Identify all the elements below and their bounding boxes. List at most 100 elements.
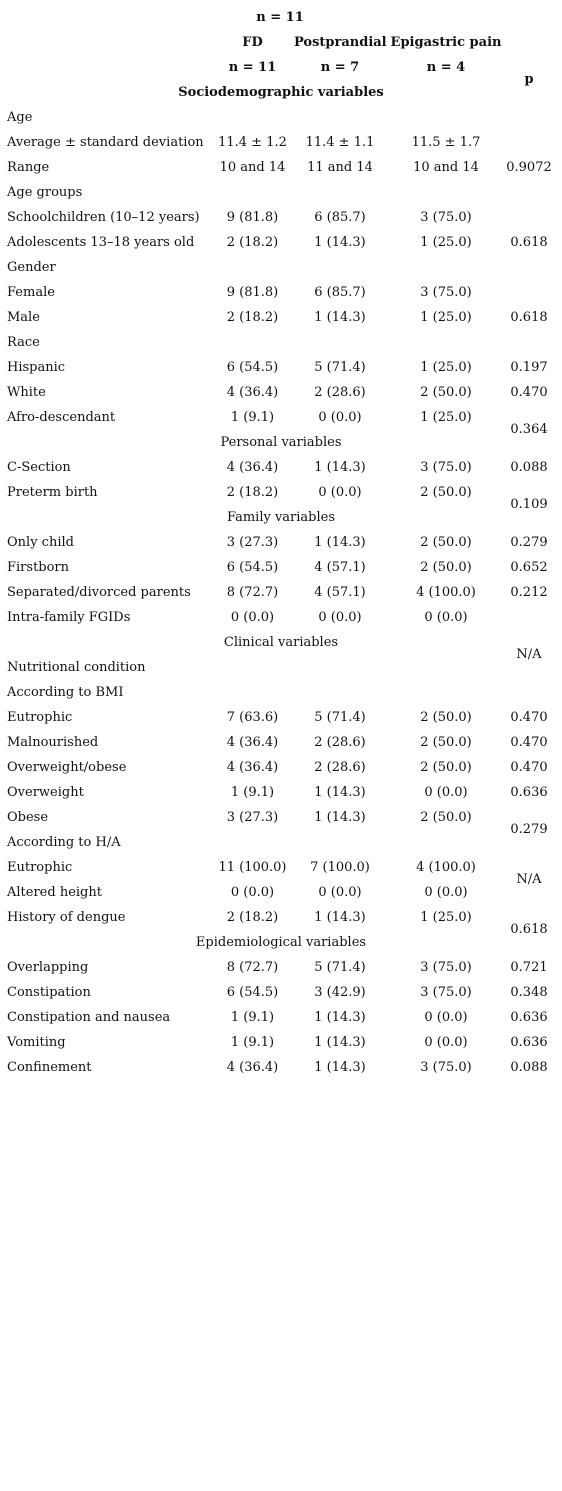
- postprandial-value: 3 (42.9): [314, 985, 366, 1000]
- epigastric-value: [390, 680, 502, 705]
- merged-p-value: 0.109: [510, 497, 548, 512]
- table-row: Malnourished 4 (36.4) 2 (28.6) 2 (50.0) 0.47…: [0, 730, 562, 755]
- table-row: Hispanic 6 (54.5) 5 (71.4) 1 (25.0) 0.197: [0, 355, 562, 380]
- postprandial-value: 1 (14.3): [314, 460, 366, 475]
- epigastric-value: 3 (75.0): [420, 210, 472, 225]
- fd-value: 1 (9.1): [230, 410, 275, 425]
- table-row: Confinement 4 (36.4) 1 (14.3) 3 (75.0) 0.088: [0, 1055, 562, 1080]
- table-row: Eutrophic 7 (63.6) 5 (71.4) 2 (50.0) 0.470: [0, 705, 562, 730]
- postprandial-value: [294, 255, 386, 280]
- p-value: [500, 330, 558, 355]
- epigastric-value: [390, 180, 502, 205]
- epigastric-value: 0 (0.0): [424, 1035, 468, 1050]
- table-row: Age groups: [0, 180, 562, 205]
- row-label: Confinement: [7, 1060, 92, 1075]
- fd-value: 2 (18.2): [226, 910, 279, 925]
- postprandial-value: 4 (57.1): [314, 560, 366, 575]
- header-n-row: n = 11 n = 7 n = 4: [0, 55, 562, 80]
- section-row: Clinical variables: [0, 630, 562, 655]
- postprandial-value: 6 (85.7): [314, 210, 366, 225]
- p-value: [500, 130, 558, 155]
- epigastric-value: 1 (25.0): [420, 410, 472, 425]
- table-row: Eutrophic 11 (100.0) 7 (100.0) 4 (100.0): [0, 855, 562, 880]
- row-label: Race: [7, 335, 40, 350]
- table-row: Gender: [0, 255, 562, 280]
- section-title: Epidemiological variables: [195, 935, 367, 950]
- fd-value: 6 (54.5): [226, 985, 279, 1000]
- postprandial-value: 0 (0.0): [318, 485, 362, 500]
- epigastric-value: 1 (25.0): [420, 360, 472, 375]
- postprandial-value: 2 (28.6): [314, 760, 366, 775]
- row-label: Nutritional condition: [7, 660, 146, 675]
- row-label: Gender: [7, 260, 56, 275]
- table-row: Age: [0, 105, 562, 130]
- p-value: 0.618: [510, 235, 548, 250]
- header-groups-row: FD Postprandial Epigastric pain: [0, 30, 562, 55]
- row-label: Overweight/obese: [7, 760, 127, 775]
- table-row: History of dengue 2 (18.2) 1 (14.3) 1 (25.0…: [0, 905, 562, 930]
- row-label: Age: [7, 110, 33, 125]
- p-value: 0.088: [510, 460, 548, 475]
- epigastric-value: 2 (50.0): [420, 535, 472, 550]
- fd-value: [205, 655, 300, 680]
- header-postprandial: Postprandial: [294, 35, 387, 50]
- table-row: Nutritional condition: [0, 655, 562, 680]
- row-label: Afro-descendant: [7, 410, 116, 425]
- row-label: Constipation and nausea: [7, 1010, 171, 1025]
- row-label: Only child: [7, 535, 74, 550]
- postprandial-value: [294, 655, 386, 680]
- table-row: Altered height 0 (0.0) 0 (0.0) 0 (0.0): [0, 880, 562, 905]
- postprandial-value: 2 (28.6): [314, 735, 366, 750]
- header-n-fd: n = 11: [228, 60, 277, 75]
- fd-value: 4 (36.4): [226, 735, 279, 750]
- postprandial-value: 0 (0.0): [318, 410, 362, 425]
- postprandial-value: 6 (85.7): [314, 285, 366, 300]
- fd-value: [205, 330, 300, 355]
- fd-value: [205, 180, 300, 205]
- epigastric-value: [390, 830, 502, 855]
- merged-p-value: 0.279: [510, 822, 548, 837]
- postprandial-value: 5 (71.4): [314, 960, 366, 975]
- fd-value: 3 (27.3): [226, 810, 279, 825]
- row-label: Separated/divorced parents: [7, 585, 191, 600]
- section-row: Personal variables: [0, 430, 562, 455]
- postprandial-value: 5 (71.4): [314, 710, 366, 725]
- p-value: 0.652: [510, 560, 548, 575]
- fd-value: [205, 105, 300, 130]
- epigastric-value: 3 (75.0): [420, 460, 472, 475]
- fd-value: 4 (36.4): [226, 460, 279, 475]
- p-value: [500, 680, 558, 705]
- section-row: Epidemiological variables: [0, 930, 562, 955]
- fd-value: 4 (36.4): [226, 1060, 279, 1075]
- table-row: Only child 3 (27.3) 1 (14.3) 2 (50.0) 0.279: [0, 530, 562, 555]
- epigastric-value: 11.5 ± 1.7: [411, 135, 481, 150]
- merged-p-value: N/A: [516, 872, 542, 887]
- epigastric-value: 2 (50.0): [420, 735, 472, 750]
- postprandial-value: 0 (0.0): [318, 610, 362, 625]
- p-value: 0.088: [510, 1060, 548, 1075]
- postprandial-value: [294, 330, 386, 355]
- table-row: Female 9 (81.8) 6 (85.7) 3 (75.0): [0, 280, 562, 305]
- section-title: Family variables: [226, 510, 336, 525]
- epigastric-value: 0 (0.0): [424, 785, 468, 800]
- row-label: Hispanic: [7, 360, 66, 375]
- p-value: 0.618: [510, 310, 548, 325]
- p-value: 0.636: [510, 1010, 548, 1025]
- epigastric-value: 0 (0.0): [424, 1010, 468, 1025]
- postprandial-value: [294, 830, 386, 855]
- row-label: Intra-family FGIDs: [7, 610, 131, 625]
- fd-value: 8 (72.7): [226, 585, 279, 600]
- fd-value: 1 (9.1): [230, 785, 275, 800]
- fd-value: 6 (54.5): [226, 360, 279, 375]
- epigastric-value: 0 (0.0): [424, 610, 468, 625]
- p-value: 0.636: [510, 1035, 548, 1050]
- fd-value: 2 (18.2): [226, 235, 279, 250]
- row-label: Overweight: [7, 785, 84, 800]
- row-label: Obese: [7, 810, 49, 825]
- header-p: p: [524, 72, 534, 87]
- epigastric-value: [390, 655, 502, 680]
- epigastric-value: 1 (25.0): [420, 910, 472, 925]
- postprandial-value: 1 (14.3): [314, 1010, 366, 1025]
- postprandial-value: 1 (14.3): [314, 235, 366, 250]
- postprandial-value: 1 (14.3): [314, 910, 366, 925]
